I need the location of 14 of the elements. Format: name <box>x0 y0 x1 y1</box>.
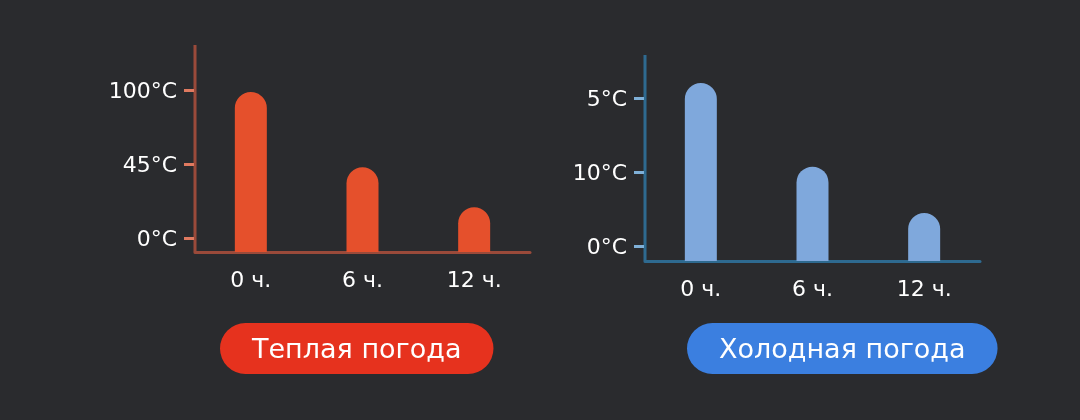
text: 100°C <box>108 77 177 103</box>
text: 0°C <box>136 225 177 251</box>
x-tick-label: 6 ч. <box>342 266 383 292</box>
text: 10°C <box>572 159 627 185</box>
x-tick-label: 12 ч. <box>896 275 952 301</box>
x-tick-label: 0 ч. <box>230 266 272 292</box>
x-tick-label: 6 ч. <box>792 275 833 301</box>
text: 45°C <box>122 151 177 177</box>
text: Холодная погода <box>719 333 966 364</box>
text: 0°C <box>586 233 627 259</box>
text: Теплая погода <box>251 333 462 364</box>
x-tick-label: 12 ч. <box>446 266 502 292</box>
text: 5°C <box>586 85 627 111</box>
x-tick-label: 0 ч. <box>680 275 722 301</box>
